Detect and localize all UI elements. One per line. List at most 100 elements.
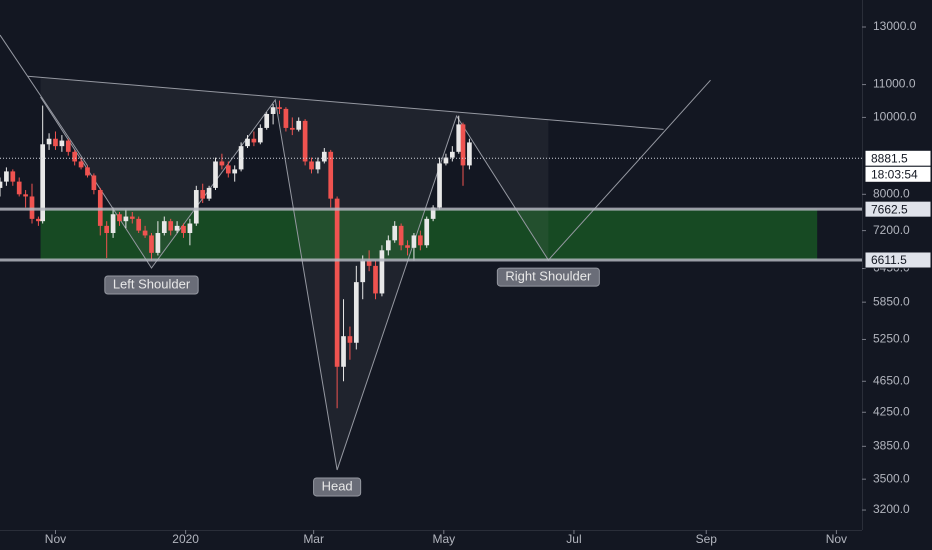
neckline — [27, 75, 664, 130]
y-tick-label: 3850.0 — [873, 439, 910, 453]
candle-body — [277, 107, 282, 109]
candle-body — [321, 151, 327, 162]
candle-body — [289, 127, 295, 130]
candle-body — [270, 107, 276, 114]
candle-body — [392, 225, 398, 241]
candle-body — [123, 216, 129, 222]
candle-body — [398, 225, 404, 246]
countdown-tag-box — [864, 165, 932, 183]
candle-body — [174, 225, 180, 231]
trend-line — [0, 34, 88, 166]
annotation-label: Left Shoulder — [113, 276, 191, 291]
y-tick-label: 3200.0 — [873, 502, 910, 516]
candle-body — [460, 124, 466, 166]
candle-body — [225, 165, 231, 174]
candle-body — [251, 138, 257, 143]
candle-body — [117, 214, 122, 222]
y-tick-label: 5250.0 — [873, 332, 910, 346]
candle-body — [341, 336, 346, 367]
candle-body — [200, 190, 206, 199]
candle-body — [411, 235, 417, 248]
candle-body — [91, 175, 97, 191]
annotation-label: Right Shoulder — [505, 269, 592, 284]
candle-body — [85, 167, 90, 176]
candle-body — [46, 138, 52, 145]
candle-body — [437, 163, 442, 208]
candle-body — [430, 207, 436, 219]
candle-body — [366, 260, 372, 266]
candle-body — [264, 113, 270, 128]
candle-body — [347, 336, 353, 343]
annotation-box — [313, 477, 362, 497]
x-tick-label: Jul — [566, 532, 581, 546]
y-tick-label: 13000.0 — [873, 19, 917, 33]
candle-body — [379, 250, 385, 294]
last-price-tag: 8881.5 — [871, 151, 908, 165]
y-tick-label: 10000.0 — [873, 110, 917, 124]
candle-body — [385, 240, 391, 251]
candle-body — [0, 181, 3, 188]
x-tick-label: Nov — [826, 532, 847, 546]
countdown-tag: 18:03:54 — [871, 167, 918, 181]
candle-body — [16, 181, 22, 195]
candle-body — [296, 120, 302, 130]
candle-body — [424, 218, 430, 246]
candle-body — [65, 140, 71, 152]
candle-body — [23, 194, 28, 197]
x-tick-label: 2020 — [172, 532, 199, 546]
x-tick-label: Nov — [45, 532, 66, 546]
level-tag-box — [864, 251, 932, 269]
x-tick-label: Sep — [696, 532, 718, 546]
level-tag: 7662.5 — [871, 202, 908, 216]
x-tick-label: May — [432, 532, 455, 546]
candle-body — [155, 233, 161, 253]
candle-body — [136, 218, 142, 231]
candle-body — [417, 235, 423, 246]
candle-body — [213, 161, 218, 188]
candle-body — [206, 187, 212, 199]
candle-body — [78, 161, 84, 168]
candle-body — [309, 161, 314, 170]
candle-body — [10, 171, 16, 182]
candle-body — [232, 169, 238, 174]
candle-body — [187, 223, 193, 234]
annotation-box — [496, 267, 600, 287]
candle-body — [193, 190, 199, 224]
candle-body — [40, 144, 46, 222]
candle-body — [328, 151, 334, 199]
y-tick-label: 5850.0 — [873, 294, 910, 308]
candle-body — [467, 142, 472, 166]
candle-body — [110, 214, 116, 234]
y-tick-label: 8000.0 — [873, 186, 910, 200]
candle-body — [449, 151, 455, 158]
candle-body — [181, 225, 186, 234]
candle-body — [72, 151, 78, 162]
candle-body — [315, 161, 321, 170]
candle-body — [29, 196, 35, 219]
candle-body — [219, 161, 225, 166]
candle-body — [129, 216, 135, 219]
candle-body — [405, 245, 410, 248]
candle-body — [142, 230, 148, 236]
candle-body — [59, 140, 65, 147]
candle-body — [456, 124, 462, 152]
candle-body — [168, 221, 174, 231]
candle-body — [104, 225, 110, 234]
level-tag-box — [864, 200, 932, 218]
candle-body — [443, 157, 449, 164]
y-tick-label: 7200.0 — [873, 223, 910, 237]
candle-body — [161, 221, 167, 234]
y-tick-label: 11000.0 — [873, 77, 916, 91]
candle-body — [53, 138, 58, 147]
candle-body — [302, 120, 308, 162]
pattern-shade — [40, 77, 549, 470]
candle-body — [238, 146, 244, 170]
y-tick-label: 4250.0 — [873, 404, 910, 418]
level-tag: 6611.5 — [871, 253, 907, 267]
candle-body — [360, 260, 366, 283]
candle-body — [353, 282, 359, 343]
candle-body — [334, 198, 340, 367]
y-tick-label: 4650.0 — [873, 373, 910, 387]
